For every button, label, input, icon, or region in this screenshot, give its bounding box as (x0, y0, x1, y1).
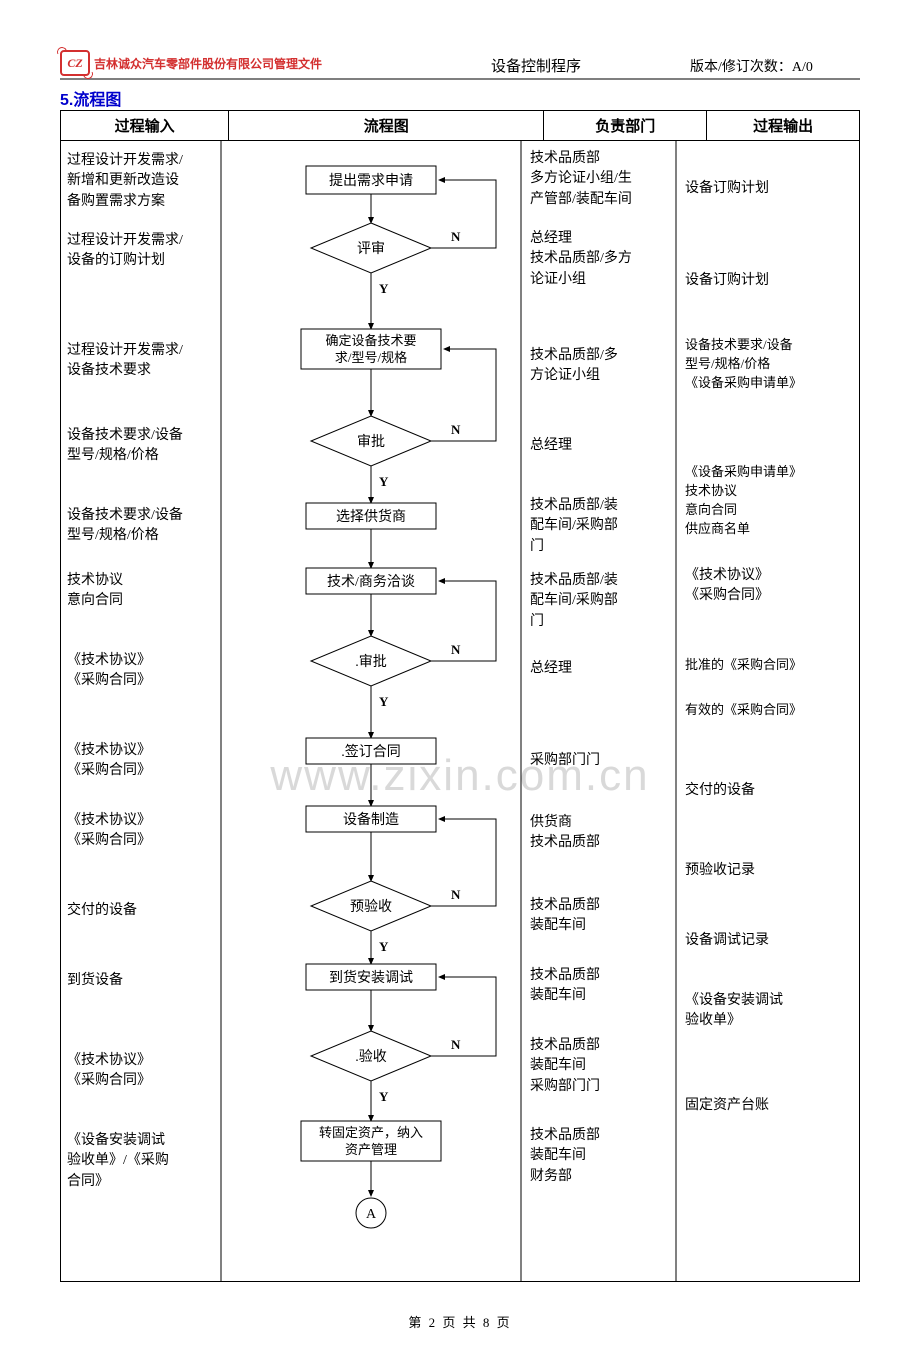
svg-text:资产管理: 资产管理 (345, 1142, 397, 1157)
col-header-out: 过程输出 (707, 111, 860, 141)
page-header: CZ 吉林诚众汽车零部件股份有限公司管理文件 设备控制程序 版本/修订次数：A/… (60, 50, 860, 80)
svg-text:提出需求申请: 提出需求申请 (329, 173, 413, 189)
svg-text:N: N (451, 887, 461, 902)
svg-text:求/型号/规格: 求/型号/规格 (335, 350, 407, 365)
doc-title: 设备控制程序 (322, 55, 690, 76)
svg-text:N: N (451, 1037, 461, 1052)
svg-text:.验收: .验收 (355, 1049, 387, 1065)
svg-text:审批: 审批 (357, 434, 385, 450)
svg-text:Y: Y (379, 694, 389, 709)
svg-text:确定设备技术要: 确定设备技术要 (325, 333, 416, 348)
flow-table: 过程输入 流程图 负责部门 过程输出 www.zixin.com.cn 过程设计… (60, 110, 860, 1282)
svg-text:技术/商务洽谈: 技术/商务洽谈 (327, 574, 415, 590)
revision: 版本/修订次数：A/0 (690, 56, 860, 76)
col-header-flow: 流程图 (229, 111, 544, 141)
svg-text:N: N (451, 229, 461, 244)
svg-text:设备制造: 设备制造 (343, 811, 399, 828)
svg-text:Y: Y (379, 939, 389, 954)
col-header-dept: 负责部门 (544, 111, 707, 141)
svg-text:评审: 评审 (357, 241, 385, 257)
section-title: 5.流程图 (60, 86, 860, 110)
svg-text:A: A (366, 1207, 377, 1222)
logo-icon: CZ (60, 50, 90, 76)
svg-text:.审批: .审批 (355, 654, 387, 670)
page-footer: 第 2 页 共 8 页 (60, 1312, 860, 1331)
svg-text:N: N (451, 642, 461, 657)
col-header-input: 过程输入 (61, 111, 229, 141)
svg-text:.签订合同: .签订合同 (341, 743, 401, 760)
logo: CZ 吉林诚众汽车零部件股份有限公司管理文件 (60, 50, 322, 76)
svg-text:Y: Y (379, 1089, 389, 1104)
svg-text:选择供货商: 选择供货商 (336, 508, 406, 525)
svg-text:Y: Y (379, 281, 389, 296)
svg-text:预验收: 预验收 (350, 899, 392, 915)
svg-text:N: N (451, 422, 461, 437)
svg-text:转固定资产，纳入: 转固定资产，纳入 (319, 1125, 423, 1140)
company-name: 吉林诚众汽车零部件股份有限公司管理文件 (94, 55, 322, 72)
flowchart-svg: 提出需求申请 评审 N Y 确定设备技术要 (221, 141, 521, 1281)
svg-text:Y: Y (379, 474, 389, 489)
svg-text:到货安装调试: 到货安装调试 (329, 969, 413, 986)
